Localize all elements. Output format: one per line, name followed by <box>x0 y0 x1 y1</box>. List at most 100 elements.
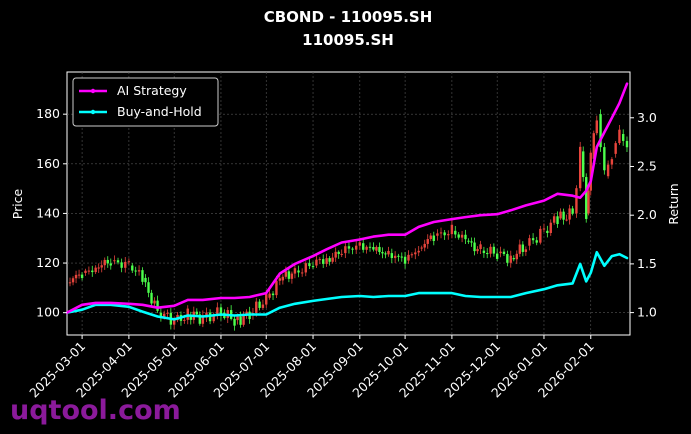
price-candle-body <box>375 246 378 251</box>
price-candle-body <box>308 263 311 267</box>
price-candle-body <box>290 273 294 279</box>
price-candle-body <box>528 238 531 246</box>
price-candle-body <box>71 278 75 283</box>
price-candle-body <box>284 271 288 277</box>
series-line-ai-strategy <box>65 82 629 314</box>
price-candle-body <box>261 304 265 308</box>
price-candle-body <box>198 314 202 324</box>
price-candle-body <box>150 292 153 304</box>
price-candle-body <box>606 164 610 177</box>
price-candle-body <box>429 235 432 240</box>
price-candle-body <box>100 265 103 268</box>
price-candle-body <box>568 208 571 220</box>
price-candle-body <box>599 114 602 148</box>
price-candle-body <box>116 260 120 263</box>
price-candle-body <box>546 230 549 234</box>
price-candle-body <box>515 253 518 260</box>
legend-label-ai-strategy: AI Strategy <box>117 83 187 98</box>
price-candle-body <box>531 238 535 241</box>
y2-tick-label: 1.0 <box>637 305 657 320</box>
price-candle-body <box>156 300 159 311</box>
price-candle-body <box>372 247 375 250</box>
y2-tick-label: 2.0 <box>637 207 657 222</box>
price-candle-body <box>216 307 219 316</box>
price-candle-body <box>542 228 546 230</box>
legend-label-buy-and-hold: Buy-and-Hold <box>117 104 202 119</box>
price-candle-body <box>397 255 400 257</box>
price-candle-body <box>304 263 307 273</box>
watermark: uqtool.com <box>10 395 181 426</box>
price-candle-body <box>219 307 223 316</box>
price-candle-body <box>464 234 467 240</box>
price-candle-body <box>423 243 426 248</box>
price-candle-body <box>368 246 372 248</box>
y-axis: 100 120 140 160 180 <box>36 106 67 320</box>
price-candle-body <box>318 259 322 261</box>
y2-tick-label: 2.5 <box>637 158 657 173</box>
y-tick-label: 100 <box>36 305 60 320</box>
price-candle-body <box>328 258 331 262</box>
price-candle-body <box>486 253 489 255</box>
price-candle-body <box>354 245 358 250</box>
price-candle-body <box>489 246 492 254</box>
price-candle-body <box>365 246 368 250</box>
price-candle-body <box>358 242 362 246</box>
price-candle-body <box>212 315 215 322</box>
price-candle-body <box>381 252 384 254</box>
y2-tick-label: 3.0 <box>637 110 657 125</box>
y2-axis: 1.0 1.5 2.0 2.5 3.0 <box>630 110 657 320</box>
price-candle-body <box>77 274 81 276</box>
price-candle-body <box>479 244 482 250</box>
price-candle-body <box>420 247 423 249</box>
price-candle-body <box>426 239 429 244</box>
price-candle-body <box>84 270 87 273</box>
y-axis-label: Price <box>10 188 25 219</box>
price-candle-body <box>470 241 473 243</box>
price-candle-body <box>103 259 106 266</box>
price-candle-body <box>275 280 278 296</box>
price-candle-body <box>450 224 454 235</box>
price-candle-body <box>592 133 595 159</box>
legend: AI Strategy Buy-and-Hold <box>72 77 219 127</box>
price-candle-body <box>131 265 134 271</box>
price-candle-body <box>245 311 248 316</box>
price-candle-body <box>68 282 72 284</box>
price-candle-body <box>201 315 205 324</box>
price-candle-body <box>236 316 239 321</box>
price-candle-body <box>410 254 414 256</box>
legend-box <box>72 77 219 127</box>
price-candle-body <box>499 251 502 254</box>
price-candle-body <box>384 253 387 255</box>
price-candle-body <box>293 268 297 274</box>
price-candle-body <box>271 293 275 296</box>
price-candle-body <box>137 270 141 272</box>
price-candle-body <box>268 293 271 298</box>
price-candle-body <box>113 260 116 262</box>
price-candle-body <box>153 300 156 304</box>
price-candle-body <box>582 151 585 178</box>
y-tick-label: 140 <box>36 205 60 220</box>
price-candle-body <box>183 319 186 321</box>
price-candle-body <box>407 254 410 261</box>
price-candle-body <box>120 262 123 268</box>
price-candle-body <box>189 315 192 320</box>
price-candle-body <box>159 312 163 318</box>
price-candle-body <box>403 256 407 264</box>
price-candle-body <box>265 294 268 305</box>
price-candle-body <box>287 271 291 279</box>
price-candle-body <box>443 232 446 236</box>
price-candle-body <box>281 276 285 281</box>
price-candle-body <box>502 251 506 255</box>
price-candle-body <box>147 282 150 293</box>
price-candle-body <box>347 246 351 249</box>
price-candle-body <box>311 266 315 268</box>
price-candle-body <box>473 242 476 252</box>
price-candle-body <box>622 134 625 141</box>
price-candle-body <box>521 244 525 252</box>
price-candle-body <box>94 267 97 273</box>
price-candle-body <box>334 251 337 258</box>
price-candle-body <box>378 246 381 253</box>
y2-tick-label: 1.5 <box>637 256 657 271</box>
price-candle-body <box>476 249 479 252</box>
price-candle-body <box>467 240 470 242</box>
